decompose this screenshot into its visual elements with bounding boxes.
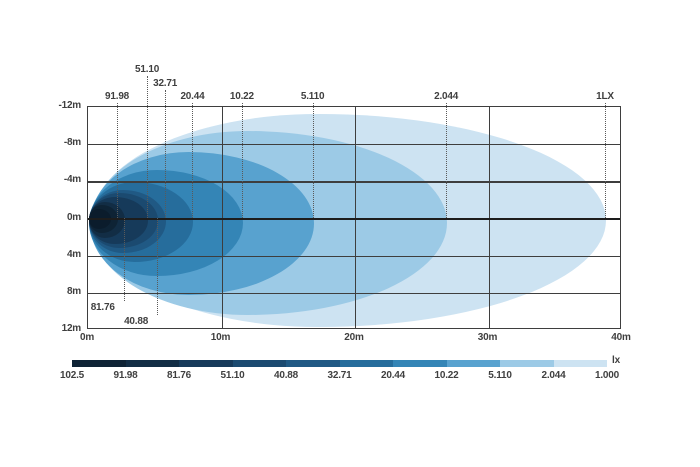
x-tick-0m: 0m — [79, 332, 95, 343]
colorbar-label-2.044: 2.044 — [541, 370, 566, 381]
bottom-marker-label-81.76: 81.76 — [90, 302, 115, 313]
colorbar-label-91.98: 91.98 — [113, 370, 138, 381]
bottom-marker-line-40.88 — [157, 217, 159, 315]
colorbar-label-40.88: 40.88 — [273, 370, 299, 381]
y-tick-12m: 12m — [61, 323, 82, 334]
lux-colorbar — [72, 360, 607, 367]
top-marker-line-20.44 — [192, 103, 194, 218]
grid-hline-4m — [88, 255, 620, 257]
grid-centerline-0m — [88, 217, 620, 220]
top-marker-label-10.22: 10.22 — [229, 91, 254, 102]
colorbar-label-102.5: 102.5 — [59, 370, 85, 381]
top-marker-line-51.10 — [147, 76, 149, 218]
top-marker-line-2.044 — [446, 103, 448, 218]
top-marker-line-91.98 — [117, 103, 119, 218]
colorbar-segment-32.71 — [339, 360, 393, 367]
grid-hline-8m — [88, 292, 620, 295]
top-marker-line-1LX — [604, 103, 606, 218]
top-marker-line-10.22 — [241, 103, 243, 218]
colorbar-segment-10.22 — [446, 360, 500, 367]
top-marker-label-5.110: 5.110 — [300, 91, 325, 102]
top-marker-label-32.71: 32.71 — [153, 78, 178, 89]
colorbar-segment-81.76 — [179, 360, 233, 367]
y-tick--12m: -12m — [58, 100, 81, 111]
colorbar-label-32.71: 32.71 — [327, 370, 352, 381]
top-marker-line-5.110 — [312, 103, 314, 218]
colorbar-label-20.44: 20.44 — [380, 370, 406, 381]
y-tick--8m: -8m — [63, 137, 81, 149]
grid-hline--4m — [88, 181, 620, 183]
y-tick-4m: 4m — [66, 248, 81, 260]
top-marker-label-20.44: 20.44 — [180, 91, 205, 102]
x-tick-30m: 30m — [477, 332, 498, 343]
colorbar-segment-2.044 — [553, 360, 607, 367]
bottom-marker-line-81.76 — [123, 217, 125, 301]
y-tick--4m: -4m — [63, 174, 81, 186]
beam-plot-area — [87, 106, 621, 329]
x-tick-40m: 40m — [611, 332, 631, 343]
colorbar-label-81.76: 81.76 — [166, 370, 192, 381]
colorbar-segment-102.5 — [72, 360, 126, 367]
y-tick-0m: 0m — [66, 211, 81, 223]
top-marker-line-32.71 — [165, 90, 167, 218]
colorbar-segment-5.110 — [500, 360, 554, 367]
colorbar-segment-20.44 — [393, 360, 447, 367]
colorbar-label-5.110: 5.110 — [488, 370, 512, 381]
beam-origin-arrow-icon — [195, 320, 209, 328]
top-marker-label-2.044: 2.044 — [434, 91, 459, 102]
colorbar-segment-51.10 — [232, 360, 286, 367]
x-tick-10m: 10m — [210, 332, 231, 343]
top-marker-label-91.98: 91.98 — [105, 91, 130, 102]
colorbar-label-51.10: 51.10 — [220, 370, 245, 381]
x-tick-20m: 20m — [344, 332, 364, 343]
bottom-marker-label-40.88: 40.88 — [124, 316, 149, 327]
y-tick-8m: 8m — [66, 285, 81, 297]
top-marker-label-51.10: 51.10 — [135, 64, 160, 75]
colorbar-segment-40.88 — [286, 360, 340, 367]
colorbar-label-1.000: 1.000 — [594, 370, 620, 381]
lux-unit-label: lx — [612, 355, 620, 366]
grid-hline--8m — [88, 144, 620, 146]
top-marker-label-1LX: 1LX — [596, 91, 614, 102]
colorbar-segment-91.98 — [125, 360, 179, 367]
colorbar-label-10.22: 10.22 — [434, 370, 459, 381]
